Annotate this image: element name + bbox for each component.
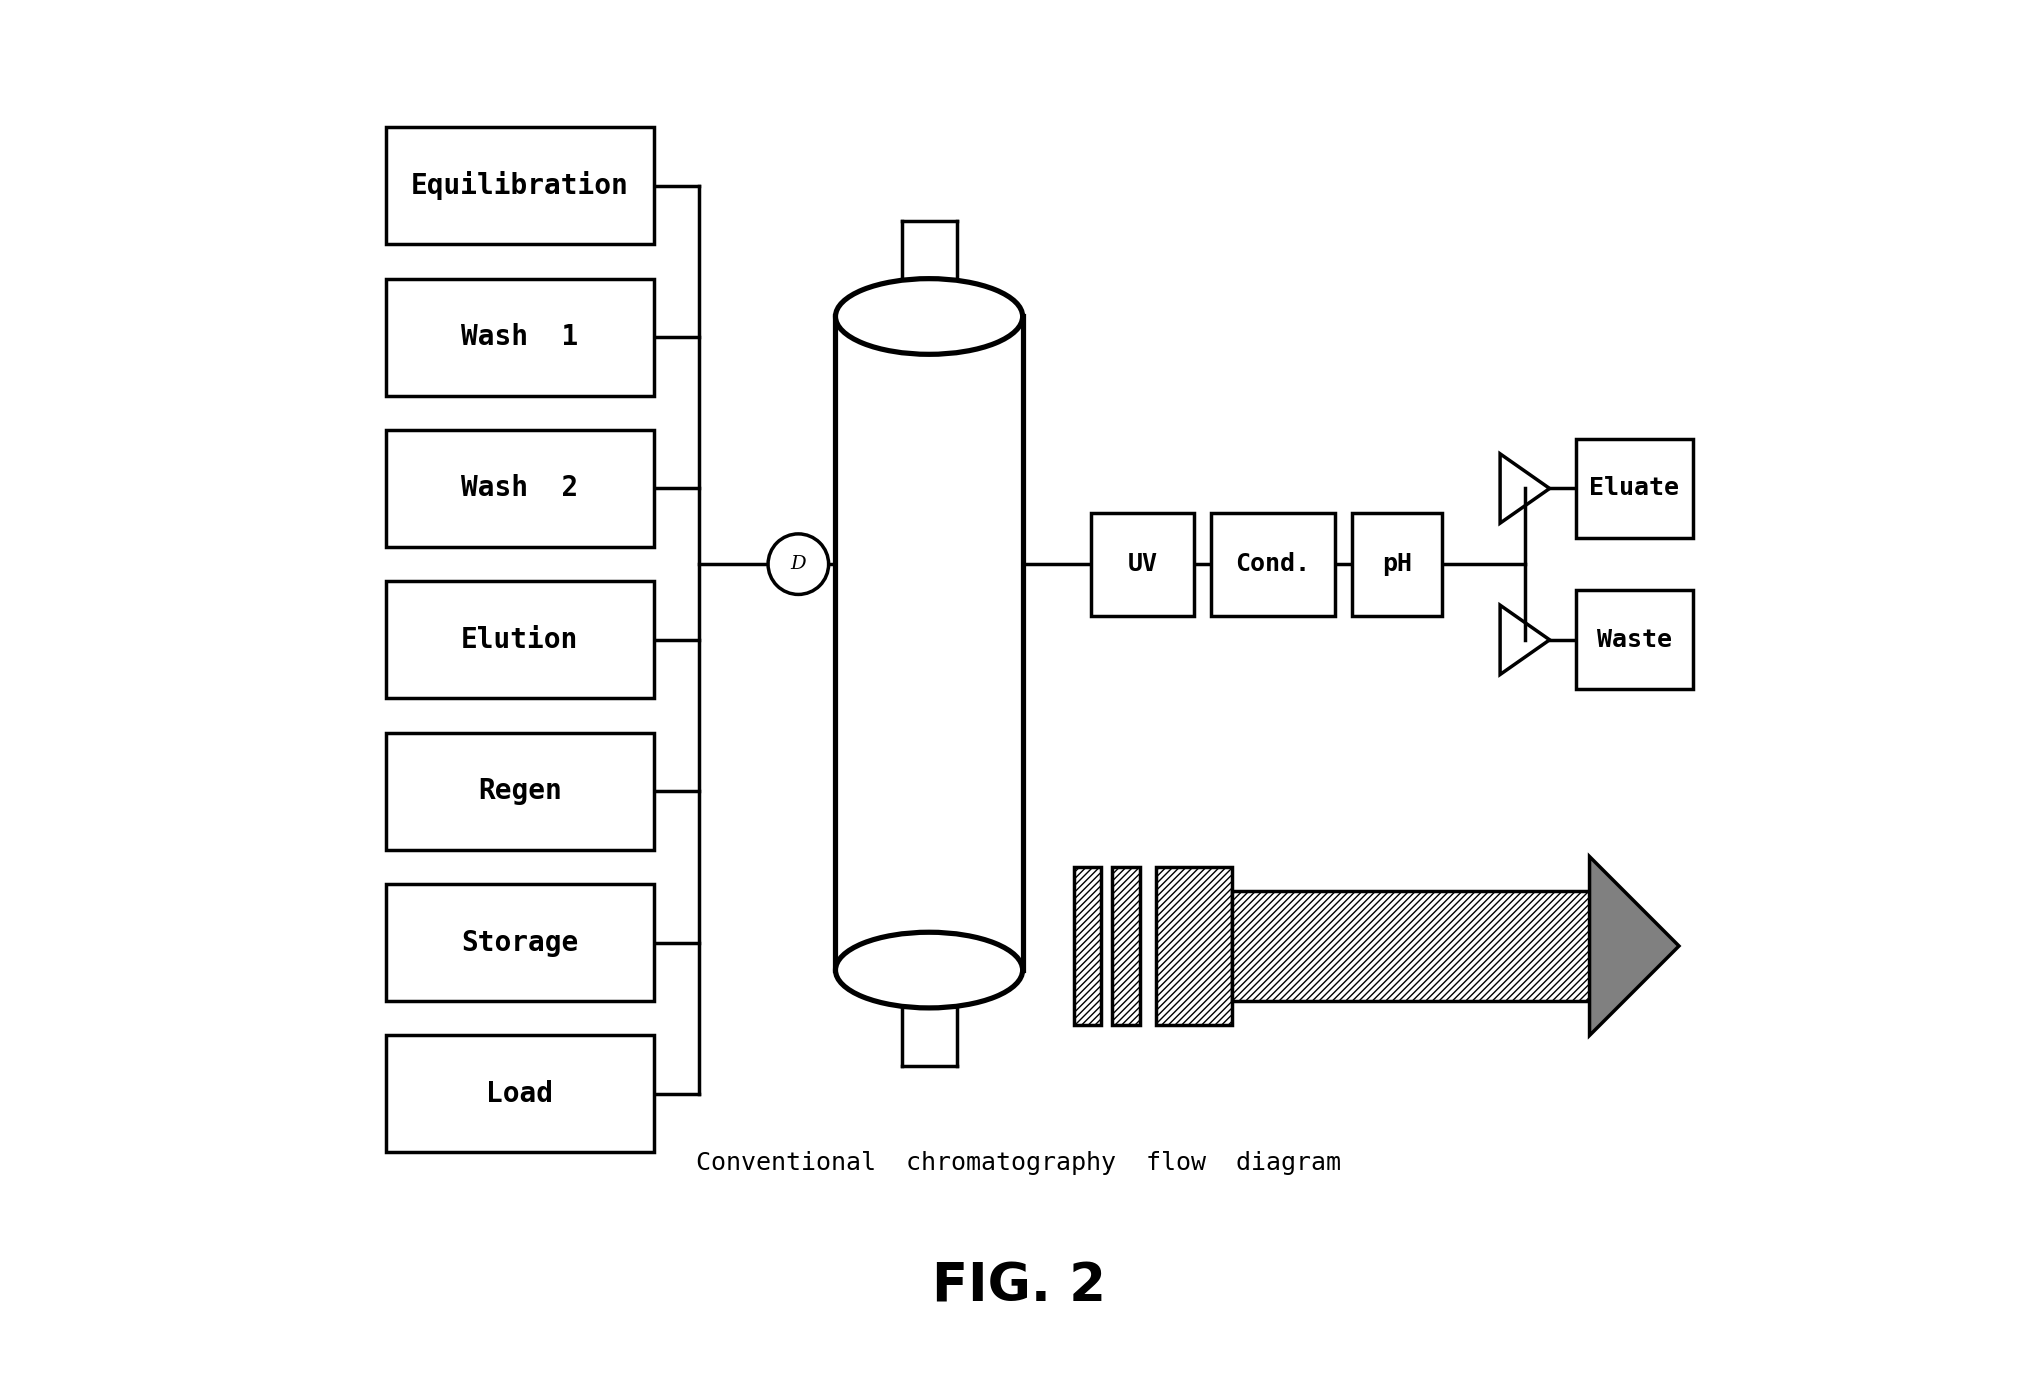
Bar xyxy=(1577,590,1693,689)
Polygon shape xyxy=(1589,856,1678,1035)
Bar xyxy=(1090,513,1194,616)
Bar xyxy=(385,429,654,546)
Bar xyxy=(385,1035,654,1153)
Text: Wash  2: Wash 2 xyxy=(460,475,579,502)
Text: Elution: Elution xyxy=(460,626,579,654)
Text: D: D xyxy=(790,555,807,574)
Text: Eluate: Eluate xyxy=(1589,476,1678,501)
Bar xyxy=(1577,439,1693,538)
Bar xyxy=(1353,513,1442,616)
Ellipse shape xyxy=(835,933,1023,1007)
Text: UV: UV xyxy=(1126,552,1157,577)
Text: Waste: Waste xyxy=(1597,627,1672,652)
Bar xyxy=(385,732,654,849)
Bar xyxy=(1112,867,1139,1025)
Bar xyxy=(1212,513,1334,616)
Text: Conventional  chromatography  flow  diagram: Conventional chromatography flow diagram xyxy=(697,1150,1340,1175)
Bar xyxy=(385,581,654,698)
Bar xyxy=(1232,892,1589,1002)
Bar xyxy=(1073,867,1102,1025)
Ellipse shape xyxy=(835,279,1023,355)
Text: Load: Load xyxy=(487,1080,554,1108)
Text: Storage: Storage xyxy=(460,929,579,956)
Bar xyxy=(1157,867,1232,1025)
Text: Equilibration: Equilibration xyxy=(411,171,629,201)
Bar xyxy=(385,279,654,396)
Bar xyxy=(385,128,654,245)
Text: pH: pH xyxy=(1381,552,1412,577)
Text: Regen: Regen xyxy=(479,777,562,805)
Text: Cond.: Cond. xyxy=(1236,552,1310,577)
Bar xyxy=(385,883,654,1002)
Circle shape xyxy=(768,534,829,594)
Text: Wash  1: Wash 1 xyxy=(460,323,579,351)
Text: FIG. 2: FIG. 2 xyxy=(931,1260,1106,1313)
